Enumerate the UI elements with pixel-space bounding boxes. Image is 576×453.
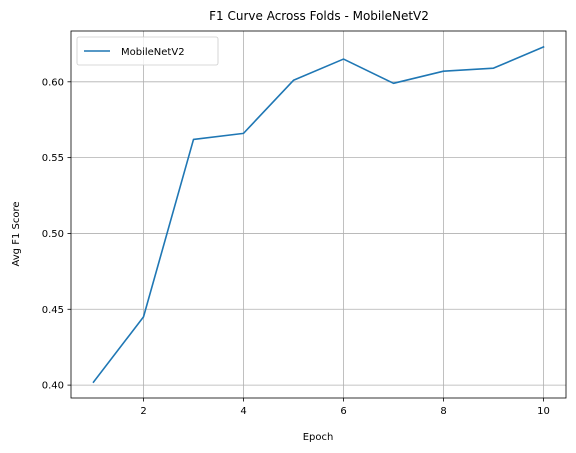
chart-title: F1 Curve Across Folds - MobileNetV2: [209, 9, 429, 23]
x-axis: 2 4 6 8 10: [140, 398, 550, 417]
legend-label-mobilenetv2: MobileNetV2: [121, 47, 185, 58]
y-tick-label: 0.40: [42, 381, 64, 392]
y-axis-label: Avg F1 Score: [11, 202, 22, 267]
x-tick-label: 6: [340, 406, 346, 417]
y-axis: 0.40 0.45 0.50 0.55 0.60: [42, 77, 71, 392]
plot-area: [70, 30, 567, 399]
y-tick-label: 0.45: [42, 305, 64, 316]
y-tick-label: 0.50: [42, 229, 64, 240]
legend-box: [76, 36, 219, 66]
x-tick-label: 2: [140, 406, 146, 417]
x-tick-label: 4: [240, 406, 246, 417]
series-layer: [92, 45, 545, 384]
x-axis-label: Epoch: [303, 432, 334, 443]
legend: MobileNetV2: [76, 36, 219, 66]
plot-frame: [70, 30, 567, 399]
grid-lines: [71, 31, 566, 398]
plot-background: [71, 31, 566, 398]
y-tick-label: 0.60: [42, 77, 64, 88]
x-tick-label: 10: [537, 406, 550, 417]
series-line-mobilenetv2: [92, 45, 545, 384]
x-tick-label: 8: [440, 406, 446, 417]
y-tick-label: 0.55: [42, 153, 64, 164]
